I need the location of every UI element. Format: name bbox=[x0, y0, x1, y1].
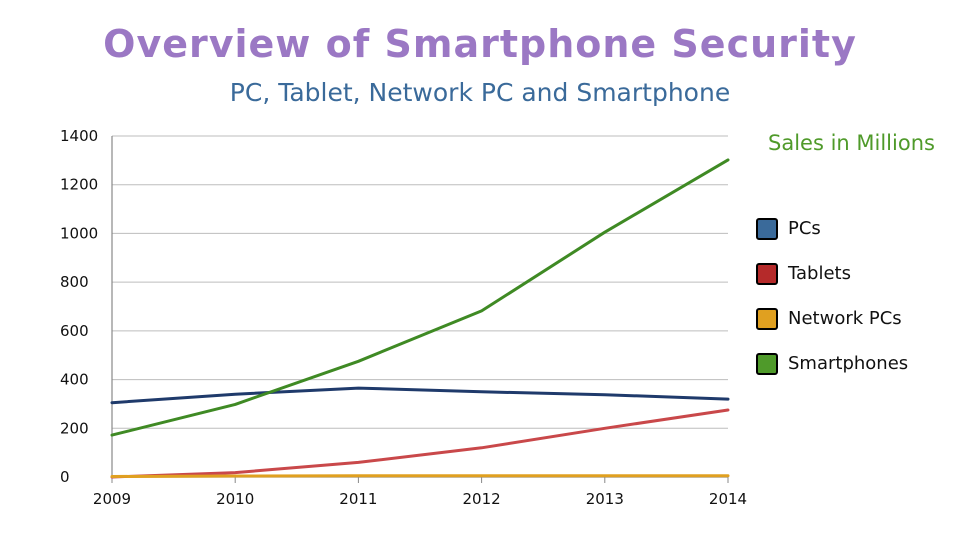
y-tick-label-400: 400 bbox=[60, 371, 89, 389]
x-tick-label-2010: 2010 bbox=[216, 490, 254, 508]
legend-swatch-tablets bbox=[756, 262, 778, 285]
legend-swatch-network-pcs bbox=[756, 307, 778, 330]
y-tick-label-1200: 1200 bbox=[60, 176, 98, 194]
x-tick-label-2011: 2011 bbox=[339, 490, 377, 508]
x-tick-label-2014: 2014 bbox=[709, 490, 747, 508]
legend-item-tablets: Tablets bbox=[756, 251, 908, 296]
legend: PCs Tablets Network PCs Smartphones bbox=[756, 206, 908, 386]
legend-title-text: Sales in Millions bbox=[768, 131, 935, 155]
y-tick-label-600: 600 bbox=[60, 322, 89, 340]
legend-swatch-pcs bbox=[756, 217, 778, 240]
legend-label-pcs: PCs bbox=[788, 218, 821, 239]
chart-title: Overview of Smartphone Security bbox=[103, 22, 857, 66]
x-tick-label-2013: 2013 bbox=[586, 490, 624, 508]
y-tick-label-800: 800 bbox=[60, 273, 89, 291]
y-tick-label-1000: 1000 bbox=[60, 224, 98, 242]
legend-item-network-pcs: Network PCs bbox=[756, 296, 908, 341]
x-tick-label-2012: 2012 bbox=[463, 490, 501, 508]
y-tick-label-0: 0 bbox=[60, 468, 70, 486]
legend-label-tablets: Tablets bbox=[788, 263, 851, 284]
legend-title: Sales in Millions bbox=[768, 128, 935, 158]
series-line-network-pcs bbox=[110, 474, 730, 478]
y-tick-label-1400: 1400 bbox=[60, 127, 98, 145]
legend-item-pcs: PCs bbox=[756, 206, 908, 251]
y-tick-label-200: 200 bbox=[60, 419, 89, 437]
legend-label-network-pcs: Network PCs bbox=[788, 308, 902, 329]
x-tick-label-2009: 2009 bbox=[93, 490, 131, 508]
series-line-tablets bbox=[110, 408, 730, 479]
series-line-smartphones bbox=[110, 158, 730, 437]
chart-subtitle: PC, Tablet, Network PC and Smartphone bbox=[229, 78, 731, 107]
series-line-pcs bbox=[110, 386, 730, 405]
legend-label-smartphones: Smartphones bbox=[788, 353, 909, 374]
legend-item-smartphones: Smartphones bbox=[756, 341, 908, 386]
legend-swatch-smartphones bbox=[756, 352, 778, 375]
